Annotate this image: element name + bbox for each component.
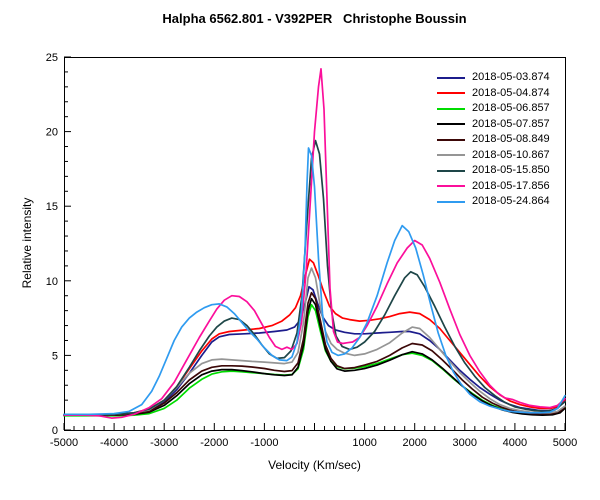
legend-label: 2018-05-24.864: [472, 195, 550, 208]
x-tick-label: 2000: [402, 437, 426, 449]
y-tick-label: 0: [52, 425, 58, 437]
x-tick-label: 3000: [453, 437, 477, 449]
legend: 2018-05-03.874 2018-05-04.874 2018-05-06.8…: [437, 70, 550, 210]
curve-2018-05-08.849: [63, 291, 566, 416]
legend-swatch: [437, 138, 465, 141]
curve-2018-05-03.874: [63, 285, 566, 416]
x-tick-label: -4000: [100, 437, 128, 449]
legend-item: 2018-05-07.857: [437, 117, 550, 133]
legend-swatch: [437, 200, 465, 203]
y-tick-label: 20: [46, 127, 58, 139]
x-tick-label: -5000: [50, 437, 78, 449]
legend-label: 2018-05-15.850: [472, 164, 550, 177]
x-axis-label: Velocity (Km/sec): [268, 458, 361, 472]
legend-label: 2018-05-06.857: [472, 102, 550, 115]
x-tick-label: 5000: [553, 437, 577, 449]
curve-2018-05-17.856: [63, 68, 566, 419]
x-tick-label: 4000: [503, 437, 527, 449]
chart-title: Halpha 6562.801 - V392PER Christophe Bou…: [162, 11, 467, 26]
y-tick-label: 25: [46, 52, 58, 64]
y-axis-ticks: 0 5 10 15 20 25: [46, 52, 71, 437]
legend-swatch: [437, 154, 465, 157]
y-axis-label: Relative intensity: [20, 197, 34, 289]
legend-swatch: [437, 92, 465, 95]
curve-2018-05-24.864: [63, 147, 566, 416]
legend-label: 2018-05-04.874: [472, 86, 550, 99]
curve-2018-05-15.850: [63, 139, 566, 416]
legend-item: 2018-05-08.849: [437, 132, 550, 148]
legend-swatch: [437, 185, 465, 188]
legend-swatch: [437, 123, 465, 126]
legend-label: 2018-05-08.849: [472, 133, 550, 146]
legend-item: 2018-05-24.864: [437, 194, 550, 210]
y-tick-label: 10: [46, 276, 58, 288]
legend-item: 2018-05-17.856: [437, 179, 550, 195]
x-tick-label: 1000: [352, 437, 376, 449]
x-tick-label: -1000: [250, 437, 278, 449]
legend-item: 2018-05-15.850: [437, 163, 550, 179]
legend-label: 2018-05-07.857: [472, 117, 550, 130]
curve-2018-05-07.857: [63, 297, 566, 416]
legend-swatch: [437, 76, 465, 79]
legend-label: 2018-05-03.874: [472, 71, 550, 84]
legend-label: 2018-05-17.856: [472, 179, 550, 192]
legend-label: 2018-05-10.867: [472, 148, 550, 161]
x-axis-ticks: -5000 -4000 -3000 -2000 -1000 1000 2000 3000 400…: [50, 423, 577, 449]
y-tick-label: 5: [52, 350, 58, 362]
legend-item: 2018-05-03.874: [437, 70, 550, 86]
legend-item: 2018-05-06.857: [437, 101, 550, 117]
legend-item: 2018-05-04.874: [437, 86, 550, 102]
x-tick-label: -3000: [150, 437, 178, 449]
y-tick-label: 15: [46, 201, 58, 213]
legend-item: 2018-05-10.867: [437, 148, 550, 164]
legend-swatch: [437, 107, 465, 110]
x-tick-label: -2000: [200, 437, 228, 449]
curve-2018-05-10.867: [63, 267, 566, 416]
legend-swatch: [437, 169, 465, 172]
